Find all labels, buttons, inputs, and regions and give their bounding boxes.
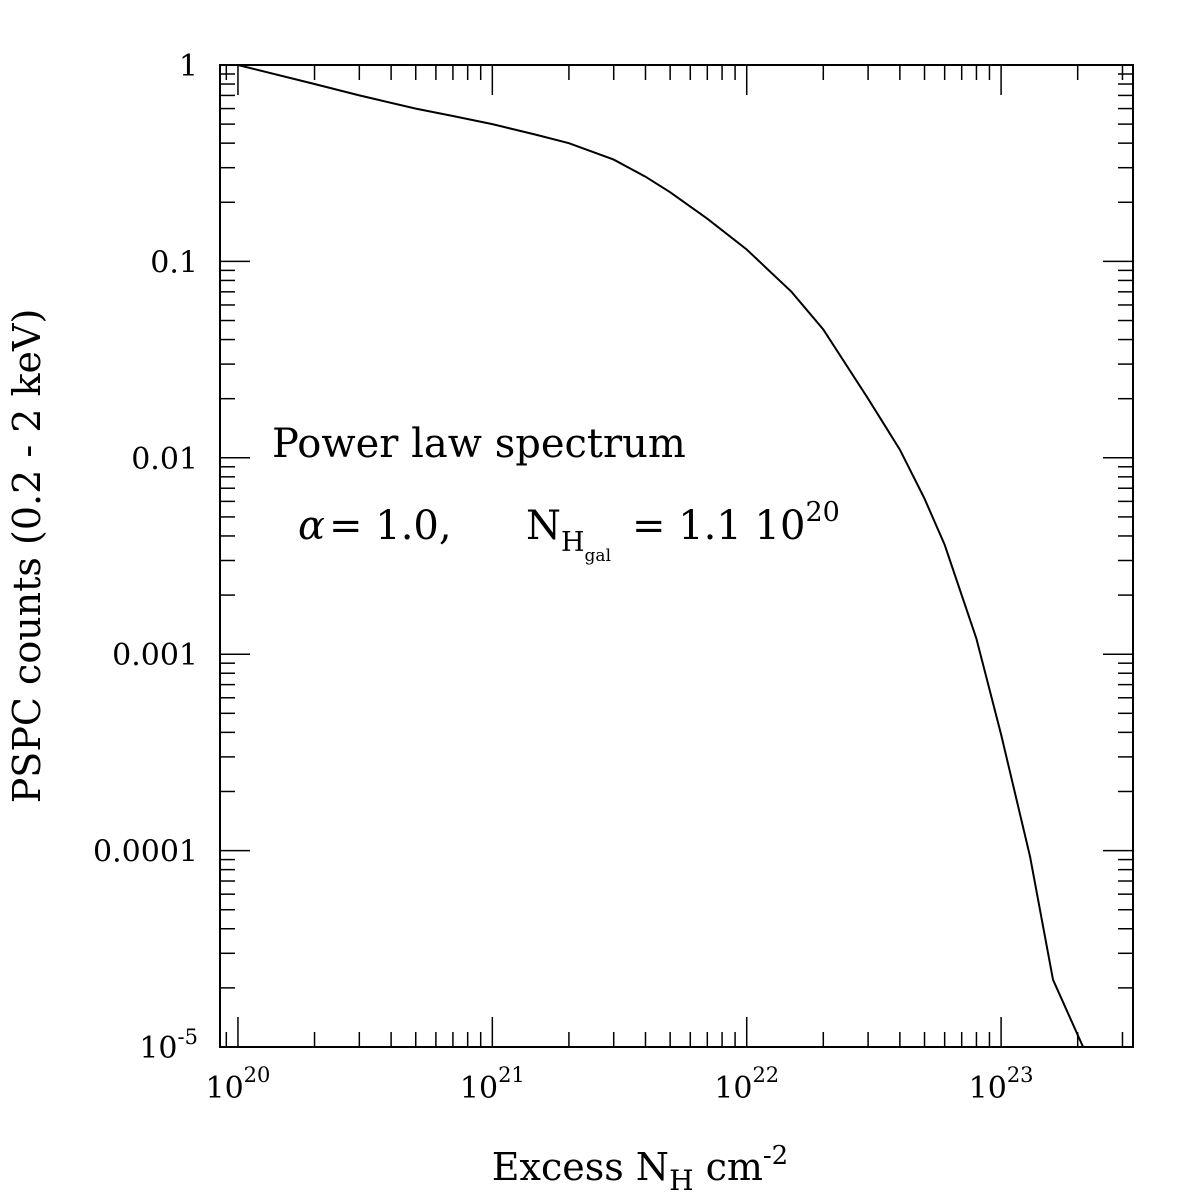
y-tick-label: 0.1 (150, 245, 198, 280)
axis-ticks (220, 64, 1133, 1048)
y-tick-label: 0.001 (112, 638, 198, 673)
annotation-spectrum: Power law spectrum (272, 421, 686, 467)
y-tick-label: 1 (179, 49, 198, 84)
x-tick-label: 1022 (714, 1063, 779, 1106)
y-tick-labels: 1 0.1 0.01 0.001 0.0001 10-5 (93, 49, 198, 1066)
x-tick-label: 1020 (205, 1063, 270, 1106)
y-tick-label: 0.0001 (93, 835, 198, 870)
x-axis-title: Excess NH cm-2 (492, 1141, 788, 1196)
y-tick-label: 0.01 (131, 442, 198, 477)
x-tick-label: 1023 (969, 1063, 1034, 1106)
x-tick-label: 1021 (460, 1063, 525, 1106)
annotation-parameters: α = 1.0, NHgal= 1.1 1020 (298, 497, 840, 566)
series-line (237, 64, 1085, 1048)
y-axis-title: PSPC counts (0.2 - 2 keV) (5, 309, 49, 804)
x-tick-labels: 1020 1021 1022 1023 (205, 1063, 1033, 1106)
y-tick-label: 10-5 (139, 1025, 198, 1066)
plot-frame (219, 64, 1134, 1048)
